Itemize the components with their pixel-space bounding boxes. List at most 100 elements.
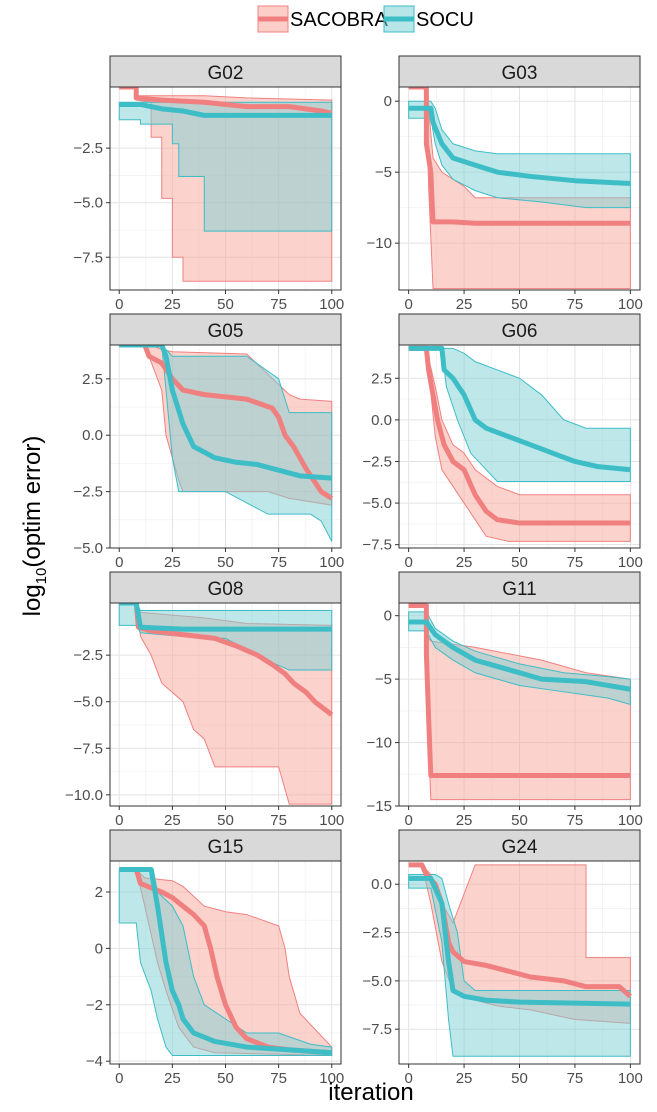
band-socu-g24 bbox=[408, 874, 631, 1057]
x-tick-label: 50 bbox=[511, 554, 528, 571]
band-socu-g06 bbox=[408, 347, 631, 482]
median-line-sacobra-g05 bbox=[119, 345, 334, 501]
median-line-sacobra-g06 bbox=[408, 345, 631, 526]
panel-title-g05: G05 bbox=[208, 321, 244, 342]
x-axis-title: iteration bbox=[328, 1079, 413, 1106]
legend-key-socu: SOCU bbox=[383, 5, 474, 33]
median-line-socu-g03 bbox=[408, 105, 631, 187]
x-tick-label: 25 bbox=[456, 1070, 473, 1087]
x-tick-label: 0 bbox=[115, 812, 123, 829]
panel-data-g08 bbox=[118, 603, 334, 805]
y-tick-label: −4 bbox=[86, 1053, 103, 1070]
x-tick-label: 25 bbox=[164, 812, 181, 829]
y-tick-label: −2.5 bbox=[362, 453, 392, 470]
panel-strip-g24 bbox=[398, 829, 641, 862]
band-socu-g02 bbox=[118, 101, 333, 232]
x-tick-label: 75 bbox=[567, 554, 584, 571]
x-tick-label: 75 bbox=[567, 296, 584, 313]
band-sacobra-g06 bbox=[408, 347, 631, 542]
panel-strip-g15 bbox=[109, 829, 342, 862]
panel-g05: G05 0 25 50 75 100 2.5 0.0 −2.5 −5.0 bbox=[73, 313, 344, 571]
x-tick-label: 50 bbox=[217, 296, 234, 313]
x-tick-label: 0 bbox=[115, 296, 123, 313]
median-line-sacobra-g15 bbox=[119, 866, 332, 1056]
legend-label-sacobra: SACOBRA bbox=[290, 9, 388, 31]
y-tick-label: −2.5 bbox=[73, 140, 103, 157]
y-tick-label: 2.5 bbox=[371, 370, 392, 387]
x-tick-label: 100 bbox=[618, 1070, 643, 1087]
median-line-socu-g24 bbox=[408, 875, 631, 1007]
y-tick-label: −7.5 bbox=[362, 537, 392, 554]
y-axis-title-base: log bbox=[19, 584, 46, 616]
panel-title-g08: G08 bbox=[208, 579, 244, 600]
y-tick-label: −7.5 bbox=[73, 740, 103, 757]
x-tick-label: 25 bbox=[456, 554, 473, 571]
panel-title-g02: G02 bbox=[208, 63, 244, 84]
y-tick-label: −5.0 bbox=[362, 495, 392, 512]
x-tick-label: 75 bbox=[270, 296, 287, 313]
x-tick-label: 100 bbox=[618, 296, 643, 313]
x-tick-label: 100 bbox=[618, 812, 643, 829]
x-tick-label: 100 bbox=[319, 296, 344, 313]
median-line-sacobra-g02 bbox=[119, 87, 333, 116]
y-tick-label: −2.5 bbox=[73, 484, 103, 501]
x-tick-label: 25 bbox=[456, 812, 473, 829]
median-line-socu-g08 bbox=[119, 603, 332, 632]
x-tick-label: 0 bbox=[404, 812, 412, 829]
panel-g06: G06 0 25 50 75 100 2.5 0.0 −2.5 −5.0 −7.5 bbox=[362, 313, 643, 571]
median-line-socu-g05 bbox=[119, 345, 332, 481]
y-tick-label: −5.0 bbox=[362, 973, 392, 990]
panel-strip-g11 bbox=[398, 571, 641, 604]
x-tick-label: 50 bbox=[217, 812, 234, 829]
panel-title-g15: G15 bbox=[208, 837, 244, 858]
panel-data-g06 bbox=[408, 345, 631, 542]
median-line-socu-g11 bbox=[408, 619, 631, 692]
x-tick-label: 0 bbox=[115, 1070, 123, 1087]
y-tick-label: −5.0 bbox=[73, 694, 103, 711]
panel-title-g24: G24 bbox=[502, 837, 538, 858]
y-tick-label: −5 bbox=[375, 164, 392, 181]
x-tick-label: 100 bbox=[319, 812, 344, 829]
x-tick-label: 0 bbox=[404, 296, 412, 313]
panel-g08: G08 0 25 50 75 100 −2.5 −5.0 −7.5 −10.0 bbox=[65, 571, 344, 829]
panel-g02: G02 0 25 50 75 100 −2.5 −5.0 −7.5 bbox=[73, 55, 344, 313]
panel-strip-g02 bbox=[109, 55, 342, 88]
y-tick-label: −5.0 bbox=[73, 540, 103, 557]
y-tick-label: −15 bbox=[367, 798, 392, 815]
x-tick-label: 75 bbox=[567, 812, 584, 829]
median-line-sacobra-g11 bbox=[408, 603, 631, 779]
x-tick-label: 100 bbox=[319, 1070, 344, 1087]
x-tick-label: 100 bbox=[618, 554, 643, 571]
x-tick-label: 75 bbox=[270, 1070, 287, 1087]
panel-data-g03 bbox=[408, 87, 631, 290]
y-tick-label: −7.5 bbox=[73, 249, 103, 266]
legend: SACOBRA SOCU bbox=[257, 5, 474, 33]
panel-strip-g03 bbox=[398, 55, 641, 88]
y-tick-label: 0.0 bbox=[371, 876, 392, 893]
x-tick-label: 25 bbox=[456, 296, 473, 313]
y-tick-label: −5.0 bbox=[73, 195, 103, 212]
legend-key-sacobra: SACOBRA bbox=[257, 5, 388, 33]
y-tick-label: −10.0 bbox=[65, 787, 103, 804]
x-tick-label: 50 bbox=[511, 296, 528, 313]
x-tick-label: 50 bbox=[511, 1070, 528, 1087]
x-tick-label: 50 bbox=[511, 812, 528, 829]
y-tick-label: 0 bbox=[95, 940, 103, 957]
x-tick-label: 75 bbox=[270, 554, 287, 571]
legend-label-socu: SOCU bbox=[416, 9, 474, 31]
median-line-sacobra-g03 bbox=[408, 87, 631, 226]
band-socu-g15 bbox=[118, 868, 333, 1057]
panel-data-g11 bbox=[408, 603, 631, 801]
y-tick-label: −2.5 bbox=[362, 925, 392, 942]
x-tick-label: 0 bbox=[404, 1070, 412, 1087]
y-tick-label: −10 bbox=[367, 735, 392, 752]
x-tick-label: 0 bbox=[404, 554, 412, 571]
y-tick-label: −10 bbox=[367, 235, 392, 252]
panel-strip-g05 bbox=[109, 313, 342, 346]
y-tick-label: −2 bbox=[86, 997, 103, 1014]
y-tick-label: 2 bbox=[95, 884, 103, 901]
x-tick-label: 25 bbox=[164, 296, 181, 313]
y-axis-title-subscript: 10 bbox=[33, 568, 50, 585]
x-tick-label: 25 bbox=[164, 554, 181, 571]
